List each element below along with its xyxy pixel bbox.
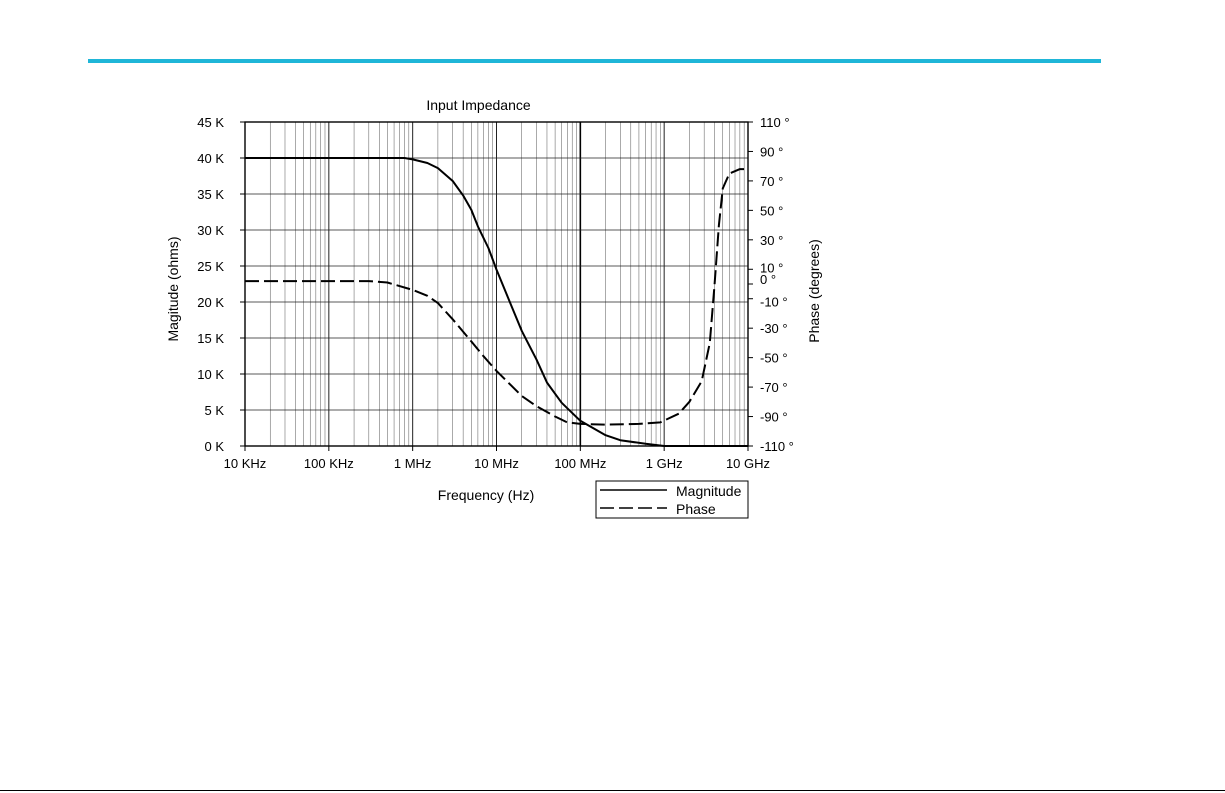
y-right-axis-label: Phase (degrees) [806,239,822,343]
y-right-tick-label: 50 ° [760,203,783,218]
y-left-axis-label: Magitude (ohms) [165,236,181,341]
y-right-tick-label: 10 ° [760,260,783,275]
y-right-tick-label: -90 ° [760,410,788,425]
page-bottom-rule [0,790,1225,791]
y-left-tick-label: 45 K [197,115,224,130]
x-tick-label: 100 KHz [304,456,354,471]
y-right-tick-label: 70 ° [760,174,783,189]
series-line-phase [245,168,748,426]
x-tick-label: 10 KHz [224,456,267,471]
y-left-tick-label: 15 K [197,331,224,346]
legend-box [595,480,749,519]
y-right-tick-label: -70 ° [760,380,788,395]
y-right-tick-label: -50 ° [760,351,788,366]
legend-label-phase: Phase [676,501,716,517]
y-right-tick-label: 0 ° [760,272,776,287]
y-left-tick-label: 25 K [197,259,224,274]
x-tick-label: 1 MHz [394,456,432,471]
y-right-tick-label: -110 ° [760,439,794,454]
y-left-tick-label: 10 K [197,367,224,382]
y-right-tick-label: 30 ° [760,233,783,248]
y-right-tick-label: -30 ° [760,321,788,336]
x-tick-label: 100 MHz [554,456,606,471]
y-left-tick-label: 40 K [197,151,224,166]
y-left-tick-label: 0 K [204,439,224,454]
header-accent-rule [88,59,1101,63]
y-right-tick-label: 90 ° [760,144,783,159]
x-axis-label: Frequency (Hz) [438,487,534,503]
x-tick-label: 10 GHz [726,456,770,471]
x-tick-label: 10 MHz [474,456,519,471]
chart-title: Input Impedance [426,97,531,113]
y-left-tick-label: 35 K [197,187,224,202]
y-left-tick-label: 30 K [197,223,224,238]
x-tick-label: 1 GHz [646,456,683,471]
y-right-tick-label: -10 ° [760,295,788,310]
y-left-tick-label: 5 K [204,403,224,418]
series-line-magnitude [245,157,748,447]
y-right-tick-label: 110 ° [760,115,790,130]
y-left-tick-label: 20 K [197,295,224,310]
legend-label-magnitude: Magnitude [676,483,742,499]
